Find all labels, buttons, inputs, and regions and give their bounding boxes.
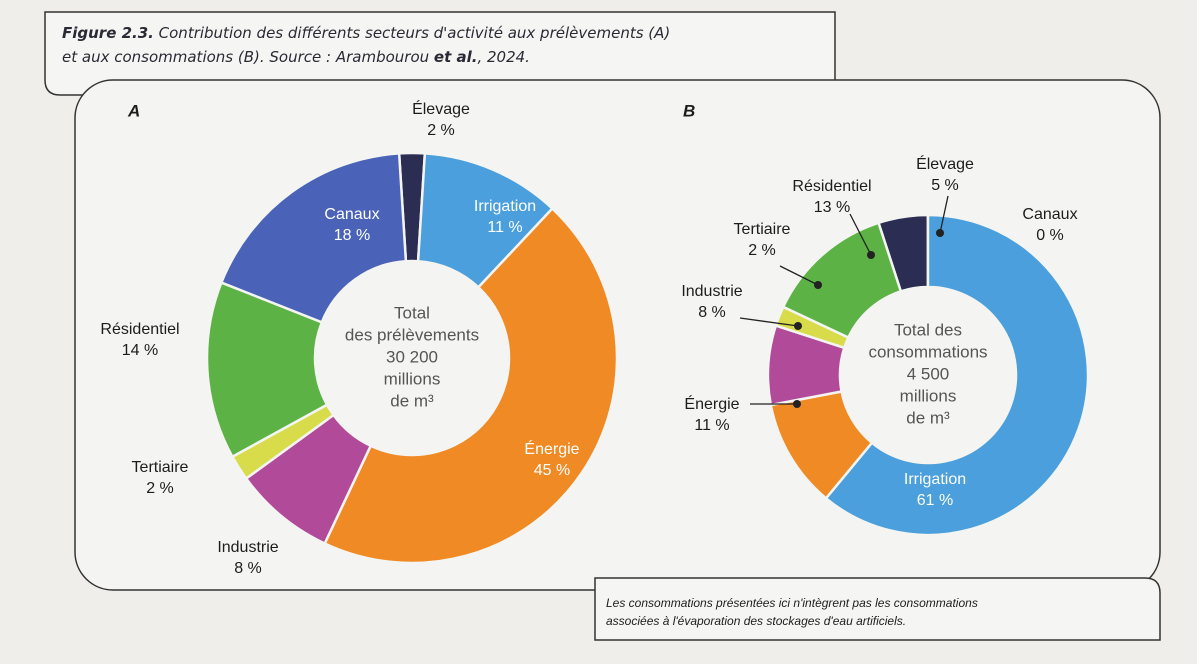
caption-end: , 2024. (477, 48, 529, 66)
center-label: Total des (894, 320, 962, 339)
slice (205, 280, 329, 459)
value-label: 2 % (146, 480, 174, 497)
slice (323, 206, 619, 565)
value-label: 14 % (122, 342, 158, 359)
note: Les consommations présentées ici n'intèg… (606, 596, 978, 610)
slice (824, 213, 1090, 537)
note: associées à l'évaporation des stockages … (606, 614, 906, 628)
leader-line (849, 213, 872, 256)
caption-line-1: Figure 2.3. Contribution des différents … (62, 24, 670, 42)
leader-line (779, 265, 819, 286)
value-label: 8 % (698, 304, 726, 321)
caption-emphasis: et al. (434, 48, 478, 66)
slice-label: Canaux (324, 206, 379, 223)
chart-title: A (127, 101, 140, 120)
center-label: consommations (868, 342, 987, 361)
value-label: 13 % (814, 199, 850, 216)
leader-line (739, 317, 799, 327)
note-box (594, 577, 1161, 641)
value-label: 18 % (334, 227, 370, 244)
value-label: 61 % (917, 492, 953, 509)
value-label: 45 % (534, 462, 570, 479)
slice-label: Canaux (1022, 206, 1077, 223)
value-label: 5 % (931, 177, 959, 194)
leader-dot (794, 322, 802, 330)
leader-dot (793, 400, 801, 408)
center-label: des prélèvements (345, 325, 479, 344)
slice-label: Énergie (524, 439, 579, 458)
center-label: 30 200 (386, 347, 438, 366)
leader-dot (936, 229, 944, 237)
caption-text: et aux consommations (B). Source : Aramb… (62, 48, 429, 66)
value-label: 2 % (748, 242, 776, 259)
slice (219, 152, 408, 324)
slice-label: Industrie (217, 539, 278, 556)
value-label: 11 % (694, 417, 729, 434)
slice-label: Tertiaire (132, 459, 189, 476)
slice-label: Résidentiel (792, 178, 871, 195)
value-label: 0 % (1036, 227, 1064, 244)
leader-line (939, 195, 949, 234)
center-label: Total (394, 303, 430, 322)
slice-label: Résidentiel (100, 321, 179, 338)
slice-label: Industrie (681, 283, 742, 300)
center-label: millions (900, 386, 957, 405)
center-label: 4 500 (907, 364, 950, 383)
value-label: 11 % (487, 219, 522, 236)
caption-label: Figure 2.3. (62, 24, 154, 42)
center-label: millions (384, 369, 441, 388)
center-label: de m³ (906, 408, 950, 427)
value-label: 2 % (427, 122, 455, 139)
slice-label: Élevage (916, 154, 974, 173)
caption-text: Contribution des différents secteurs d'a… (159, 24, 671, 42)
leader-dot (867, 251, 875, 259)
slice-label: Énergie (684, 394, 739, 413)
slice-label: Tertiaire (734, 221, 791, 238)
value-label: 8 % (234, 560, 262, 577)
slice-label: Irrigation (904, 471, 966, 488)
leader-dot (814, 281, 822, 289)
slice-label: Irrigation (474, 198, 536, 215)
chart-title: B (683, 101, 695, 120)
caption-line-2: et aux consommations (B). Source : Aramb… (62, 48, 530, 66)
slice-label: Élevage (412, 99, 470, 118)
center-label: de m³ (390, 391, 434, 410)
